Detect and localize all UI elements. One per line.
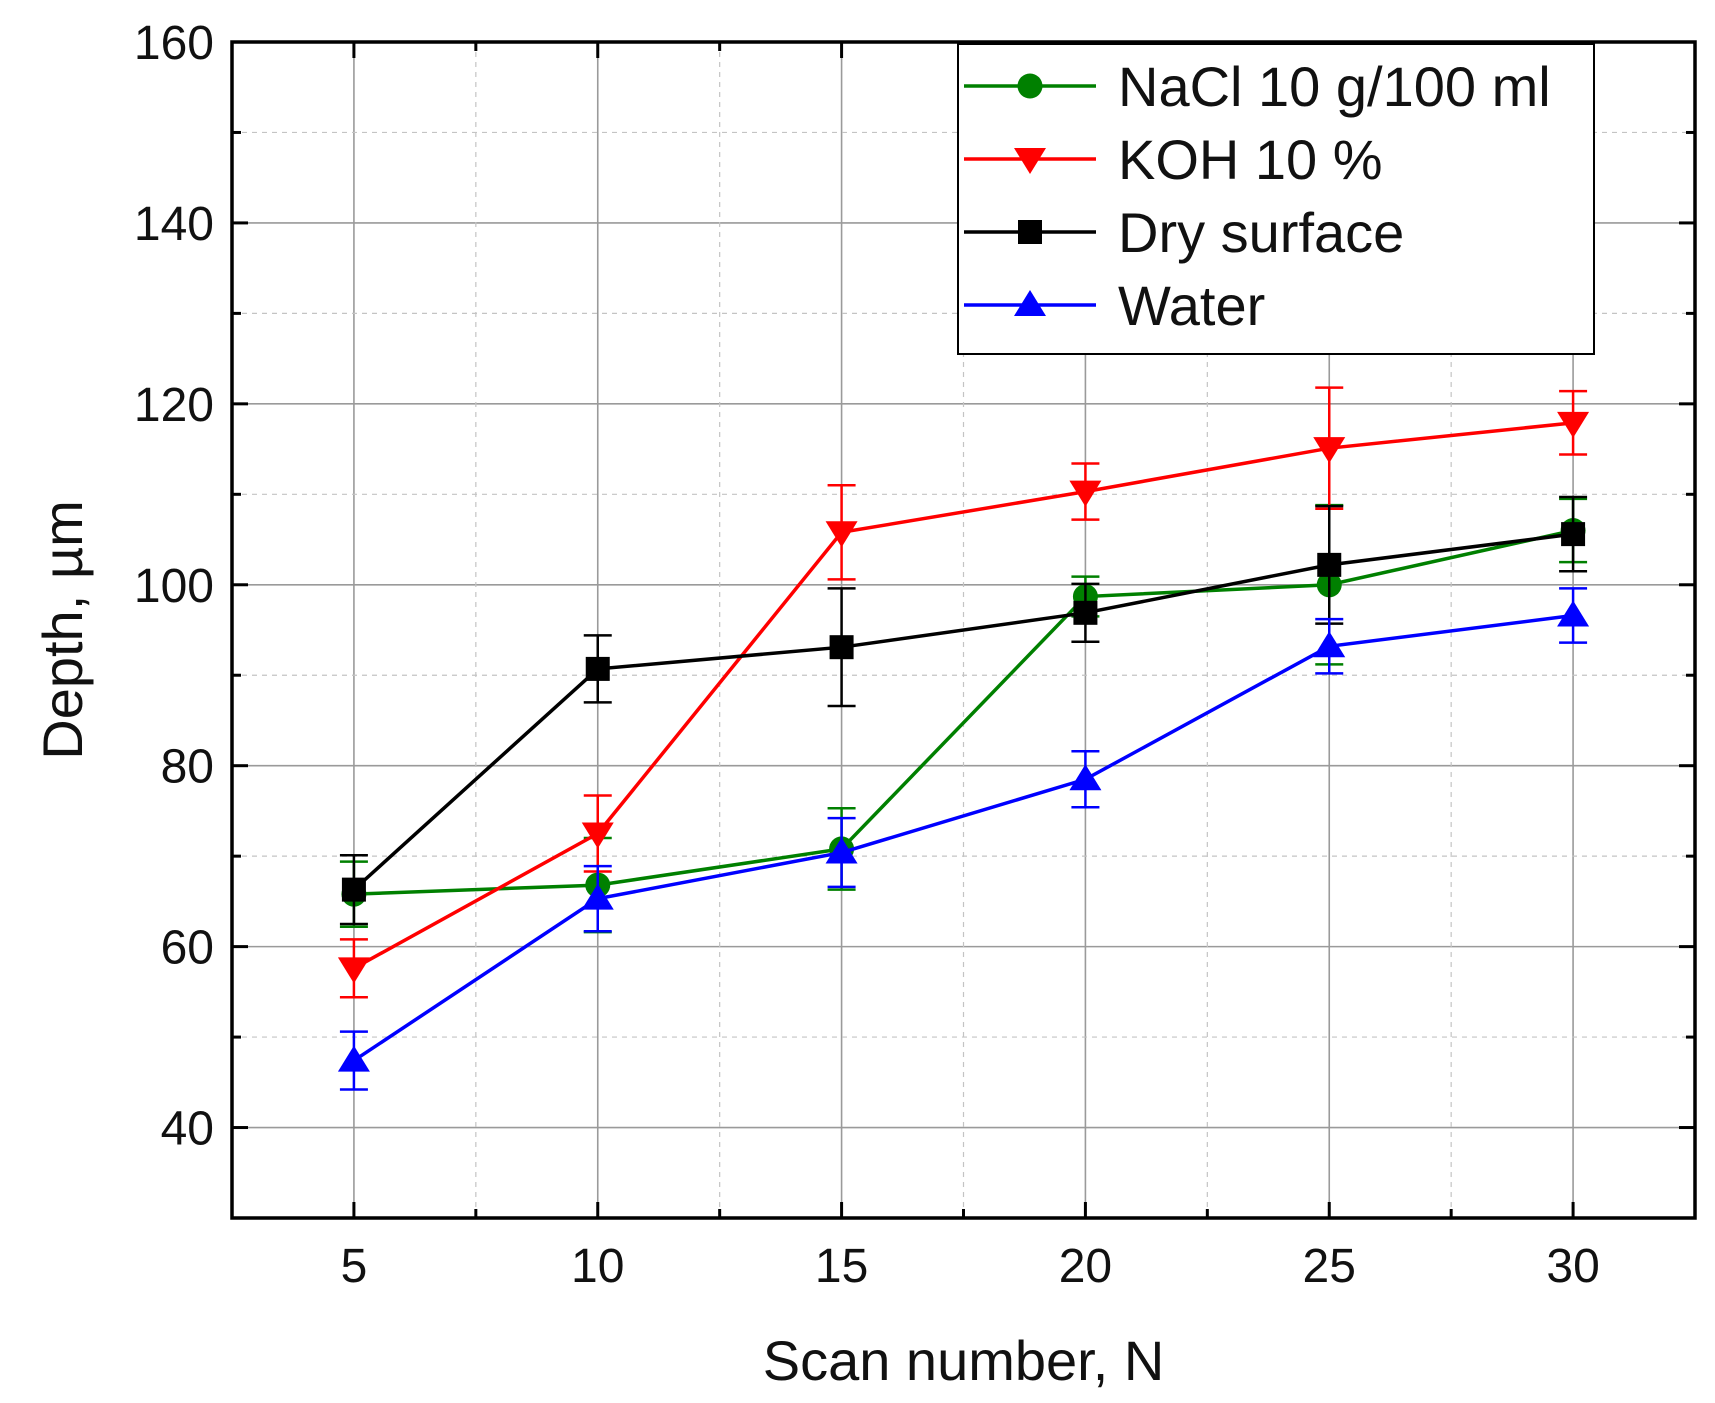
data-point (585, 656, 610, 681)
series-layer (337, 386, 1590, 1091)
series-line (352, 613, 1574, 1063)
data-point (581, 822, 614, 849)
x-axis-title: Scan number, N (763, 1329, 1165, 1392)
y-tick-label: 100 (134, 560, 214, 613)
x-tick-label: 30 (1546, 1240, 1599, 1293)
data-point (825, 837, 858, 864)
data-point (1313, 437, 1346, 464)
y-axis-title: Depth, µm (31, 500, 94, 759)
legend-label: KOH 10 % (1118, 128, 1383, 191)
y-tick-label: 140 (134, 198, 214, 251)
data-point (1069, 480, 1102, 507)
data-point (1069, 764, 1102, 791)
data-point (337, 1045, 370, 1072)
legend-marker (1017, 73, 1043, 99)
x-tick-label: 25 (1303, 1240, 1356, 1293)
series-line (353, 421, 1574, 970)
data-point (1557, 411, 1590, 438)
legend-marker (1014, 148, 1046, 174)
plot-frame (230, 40, 1697, 1220)
data-point (581, 883, 614, 910)
y-tick-label: 160 (134, 17, 214, 70)
data-point (1561, 522, 1586, 547)
legend-marker (1018, 220, 1042, 244)
legend: NaCl 10 g/100 ml KOH 10 % Dry surface Water (957, 43, 1595, 355)
legend-marker (1014, 290, 1046, 316)
series-3 (337, 587, 1590, 1091)
labels-layer: 5 10 15 20 25 30 40 60 80 100 120 140 160 Scan number… (31, 17, 1600, 1392)
legend-label: Dry surface (1118, 201, 1404, 264)
x-tick-label: 15 (815, 1240, 868, 1293)
data-point (1557, 600, 1590, 627)
data-point (829, 635, 854, 660)
y-tick-label: 80 (161, 741, 214, 794)
series-line (353, 528, 1574, 896)
x-tick-label: 20 (1059, 1240, 1112, 1293)
data-point (337, 957, 370, 984)
y-tick-label: 40 (161, 1103, 214, 1156)
y-tick-label: 60 (161, 922, 214, 975)
data-point (825, 521, 858, 548)
legend-box (957, 43, 1595, 355)
series-2 (339, 495, 1588, 926)
legend-label: NaCl 10 g/100 ml (1118, 55, 1551, 118)
y-tick-label: 120 (134, 379, 214, 432)
legend-label: Water (1118, 274, 1265, 337)
data-point (1313, 631, 1346, 658)
data-point (1073, 600, 1098, 625)
data-point (1317, 552, 1342, 577)
x-tick-label: 10 (571, 1240, 624, 1293)
series-line (352, 532, 1574, 891)
data-point (341, 877, 366, 902)
x-tick-label: 5 (341, 1240, 368, 1293)
series-1 (337, 386, 1590, 999)
